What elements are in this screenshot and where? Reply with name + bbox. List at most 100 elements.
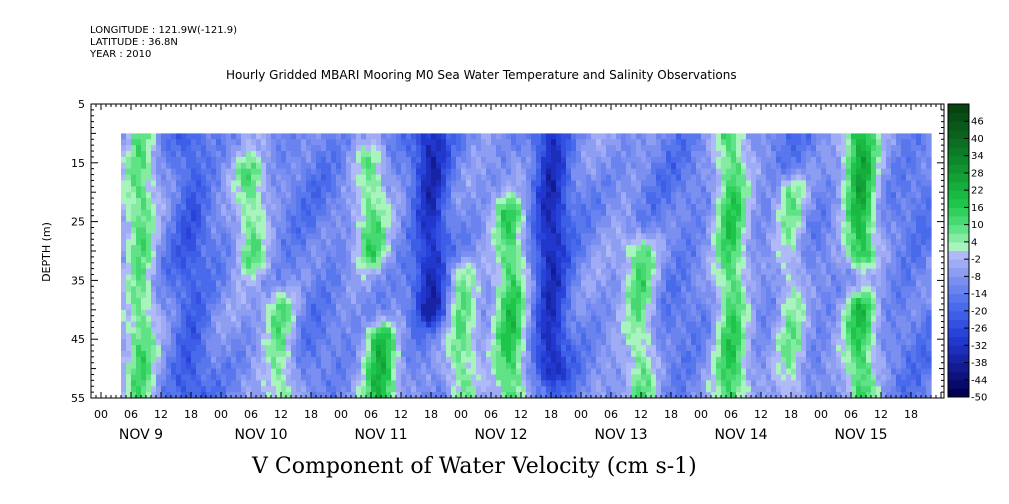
colorbar-tick-label: -50 bbox=[971, 393, 987, 404]
colorbar-level bbox=[948, 121, 969, 131]
colorbar-tick-label: 46 bbox=[971, 117, 984, 128]
x-hour-label: 06 bbox=[124, 408, 138, 421]
colorbar-level bbox=[948, 112, 969, 122]
x-hour-label: 06 bbox=[244, 408, 258, 421]
x-hour-label: 18 bbox=[904, 408, 918, 421]
colorbar-level bbox=[948, 207, 969, 217]
chart-title: Hourly Gridded MBARI Mooring M0 Sea Wate… bbox=[226, 68, 737, 82]
x-hour-label: 00 bbox=[214, 408, 228, 421]
x-hour-label: 00 bbox=[94, 408, 108, 421]
colorbar-level bbox=[948, 276, 969, 286]
x-hour-label: 12 bbox=[154, 408, 168, 421]
x-hour-label: 00 bbox=[694, 408, 708, 421]
x-hour-label: 12 bbox=[274, 408, 288, 421]
y-tick-label: 45 bbox=[71, 333, 85, 346]
velocity-field bbox=[121, 133, 932, 398]
x-hour-label: 06 bbox=[724, 408, 738, 421]
colorbar-tick-label: 34 bbox=[971, 151, 984, 162]
colorbar-tick-label: -38 bbox=[971, 358, 987, 369]
colorbar-tick-label: -32 bbox=[971, 341, 987, 352]
colorbar-level bbox=[948, 284, 969, 295]
colorbar-level bbox=[948, 259, 969, 269]
x-day-label: NOV 14 bbox=[714, 427, 767, 443]
colorbar-level bbox=[948, 310, 969, 320]
y-tick-label: 15 bbox=[71, 157, 85, 170]
x-hour-label: 00 bbox=[574, 408, 588, 421]
x-hour-label: 18 bbox=[784, 408, 798, 421]
colorbar-level bbox=[948, 336, 969, 346]
colorbar-tick-label: 4 bbox=[971, 237, 977, 248]
colorbar-level bbox=[948, 147, 969, 157]
colorbar-level bbox=[948, 267, 969, 277]
y-tick-label: 25 bbox=[71, 216, 85, 229]
colorbar-level bbox=[948, 379, 969, 389]
colorbar-tick-label: -26 bbox=[971, 324, 987, 335]
x-day-label: NOV 12 bbox=[474, 427, 527, 443]
colorbar-level bbox=[948, 250, 969, 260]
colorbar-level bbox=[948, 181, 969, 191]
x-hour-label: 12 bbox=[874, 408, 888, 421]
x-day-label: NOV 9 bbox=[119, 427, 163, 443]
year-label: YEAR : 2010 bbox=[90, 49, 152, 60]
colorbar-level bbox=[948, 353, 969, 364]
colorbar-level bbox=[948, 172, 969, 183]
x-hour-label: 18 bbox=[544, 408, 558, 421]
x-day-label: NOV 15 bbox=[834, 427, 887, 443]
x-hour-label: 00 bbox=[454, 408, 468, 421]
x-hour-label: 12 bbox=[514, 408, 528, 421]
colorbar-level bbox=[948, 319, 969, 329]
x-hour-label: 06 bbox=[844, 408, 858, 421]
x-hour-label: 06 bbox=[604, 408, 618, 421]
colorbar-level bbox=[948, 224, 969, 234]
longitude-label: LONGITUDE : 121.9W(-121.9) bbox=[90, 25, 237, 36]
y-tick-label: 5 bbox=[78, 98, 85, 111]
x-axis-label: V Component of Water Velocity (cm s-1) bbox=[252, 454, 697, 479]
colorbar-tick-label: 40 bbox=[971, 134, 984, 145]
x-day-label: NOV 10 bbox=[234, 427, 287, 443]
colorbar-tick-label: -44 bbox=[971, 375, 987, 386]
x-day-label: NOV 13 bbox=[594, 427, 647, 443]
x-day-label: NOV 11 bbox=[354, 427, 407, 443]
y-tick-label: 35 bbox=[71, 274, 85, 287]
colorbar-level bbox=[948, 362, 969, 372]
colorbar-level bbox=[948, 190, 969, 200]
colorbar-level bbox=[948, 345, 969, 355]
colorbar-level bbox=[948, 293, 969, 303]
x-hour-label: 00 bbox=[334, 408, 348, 421]
colorbar-level bbox=[948, 155, 969, 165]
y-axis-label: DEPTH (m) bbox=[40, 222, 53, 282]
x-hour-label: 18 bbox=[304, 408, 318, 421]
x-hour-label: 18 bbox=[184, 408, 198, 421]
colorbar-tick-label: 28 bbox=[971, 168, 984, 179]
colorbar-level bbox=[948, 104, 969, 114]
x-hour-label: 00 bbox=[814, 408, 828, 421]
x-hour-label: 12 bbox=[394, 408, 408, 421]
x-hour-label: 12 bbox=[634, 408, 648, 421]
x-hour-label: 18 bbox=[424, 408, 438, 421]
latitude-label: LATITUDE : 36.8N bbox=[90, 37, 178, 48]
colorbar-level bbox=[948, 216, 969, 226]
colorbar-tick-label: -20 bbox=[971, 306, 987, 317]
colorbar-tick-label: -14 bbox=[971, 289, 987, 300]
colorbar-level bbox=[948, 328, 969, 338]
colorbar-level bbox=[948, 371, 969, 381]
colorbar-tick-label: 16 bbox=[971, 203, 984, 214]
colorbar-level bbox=[948, 198, 969, 208]
colorbar-level bbox=[948, 388, 969, 398]
x-hour-label: 18 bbox=[664, 408, 678, 421]
colorbar-level bbox=[948, 164, 969, 174]
colorbar-level bbox=[948, 233, 969, 243]
y-axis: 5 15 25 35 45 55 bbox=[71, 98, 944, 405]
colorbar-level bbox=[948, 129, 969, 139]
colorbar-level bbox=[948, 138, 969, 148]
colorbar-level bbox=[948, 241, 969, 251]
x-hour-label: 06 bbox=[484, 408, 498, 421]
colorbar-level bbox=[948, 302, 969, 312]
colorbar-tick-label: -8 bbox=[971, 272, 981, 283]
x-hour-label: 12 bbox=[754, 408, 768, 421]
x-axis: 00 06 12 18 00 06 12 18 00 06 12 18 00 06 12 18 00 06 12 18… bbox=[94, 104, 942, 443]
colorbar-tick-label: 22 bbox=[971, 186, 984, 197]
y-tick-label: 55 bbox=[71, 392, 85, 405]
